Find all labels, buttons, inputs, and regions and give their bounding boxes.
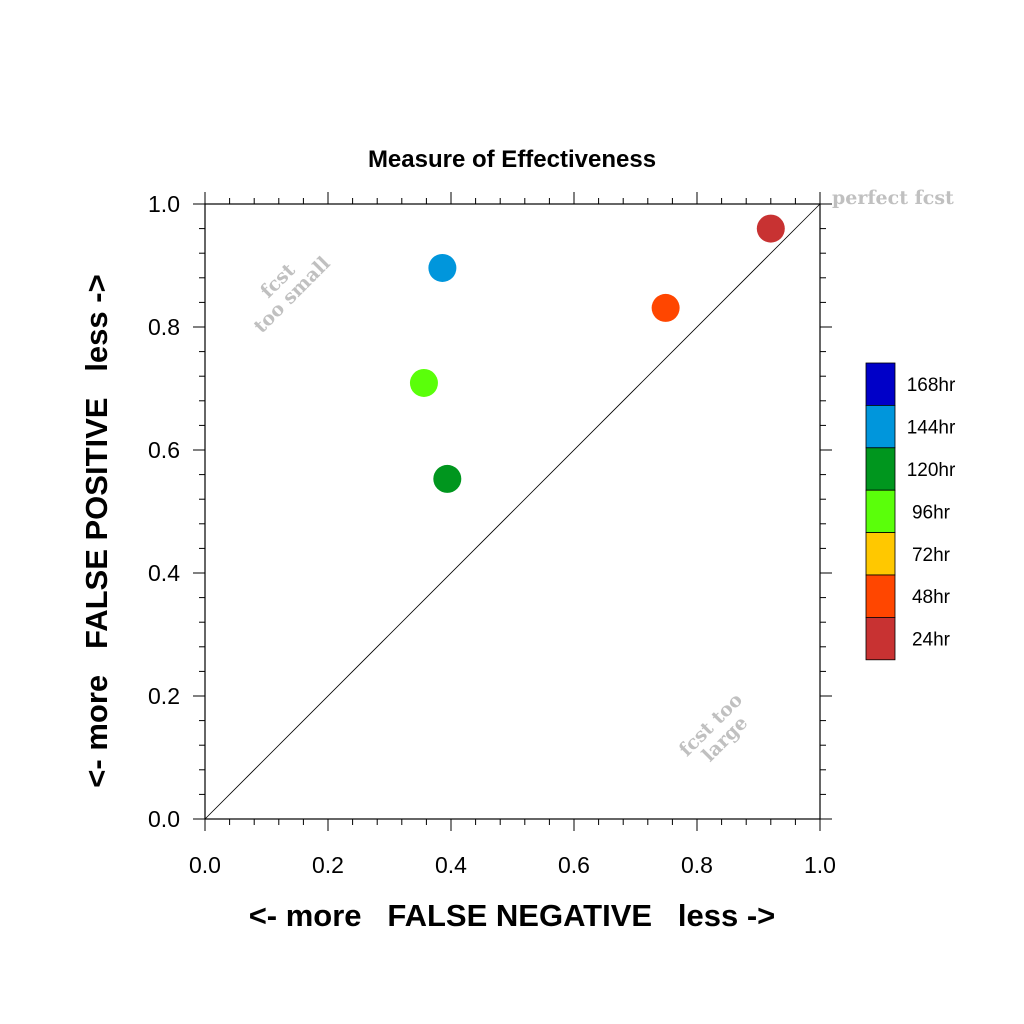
legend-swatch-168hr bbox=[865, 362, 896, 406]
x-tick-label: 1.0 bbox=[804, 852, 836, 878]
annotation-perfect-fcst: perfect fcst bbox=[832, 187, 954, 209]
legend-swatch-72hr bbox=[865, 532, 896, 576]
legend-swatch-48hr bbox=[865, 574, 896, 618]
x-tick-label: 0.4 bbox=[435, 852, 467, 878]
x-tick-labels: 0.0 0.2 0.4 0.6 0.8 1.0 bbox=[189, 852, 836, 878]
data-point-120hr bbox=[433, 464, 462, 493]
legend-swatch-96hr bbox=[865, 489, 896, 534]
data-point-144hr bbox=[428, 253, 457, 282]
legend-swatch-120hr bbox=[865, 447, 896, 491]
major-ticks bbox=[193, 192, 832, 831]
y-tick-label: 1.0 bbox=[148, 191, 180, 217]
y-tick-label: 0.0 bbox=[148, 806, 180, 832]
plot-frame bbox=[204, 203, 821, 820]
annotation-too-small-line2: too small bbox=[250, 253, 335, 338]
x-tick-label: 0.8 bbox=[681, 852, 713, 878]
legend-label-144hr: 144hr bbox=[907, 418, 956, 439]
minor-ticks bbox=[199, 198, 826, 825]
y-axis-label: <- more FALSE POSITIVE less -> bbox=[79, 274, 114, 787]
legend-label-48hr: 48hr bbox=[912, 587, 951, 608]
diagonal-reference-line bbox=[204, 203, 821, 820]
x-tick-label: 0.2 bbox=[312, 852, 344, 878]
legend-swatch-24hr bbox=[865, 617, 896, 661]
legend-label-96hr: 96hr bbox=[912, 502, 951, 523]
data-point-24hr bbox=[756, 214, 785, 243]
x-tick-label: 0.6 bbox=[558, 852, 590, 878]
legend-label-120hr: 120hr bbox=[907, 460, 956, 481]
annotations: perfect fcst fcst too small fcst too lar… bbox=[250, 187, 955, 766]
y-tick-label: 0.2 bbox=[148, 683, 180, 709]
legend-label-168hr: 168hr bbox=[907, 375, 956, 396]
data-point-48hr bbox=[651, 293, 680, 322]
x-tick-label: 0.0 bbox=[189, 852, 221, 878]
x-axis-label: <- more FALSE NEGATIVE less -> bbox=[249, 898, 776, 933]
legend-label-24hr: 24hr bbox=[912, 630, 951, 651]
y-tick-labels: 0.0 0.2 0.4 0.6 0.8 1.0 bbox=[148, 191, 180, 832]
chart-title: Measure of Effectiveness bbox=[368, 146, 656, 173]
y-tick-label: 0.8 bbox=[148, 314, 180, 340]
legend-swatch-144hr bbox=[865, 404, 896, 449]
legend: 168hr 144hr 120hr 96hr 72hr 48hr 24hr bbox=[865, 362, 956, 661]
y-tick-label: 0.6 bbox=[148, 437, 180, 463]
y-tick-label: 0.4 bbox=[148, 560, 180, 586]
data-point-96hr bbox=[409, 368, 438, 397]
plot-area: 0.0 0.2 0.4 0.6 0.8 1.0 0.0 0.2 0.4 0.6 0.8 1.0 pe… bbox=[148, 187, 954, 878]
legend-label-72hr: 72hr bbox=[912, 545, 951, 566]
data-points bbox=[409, 214, 785, 493]
